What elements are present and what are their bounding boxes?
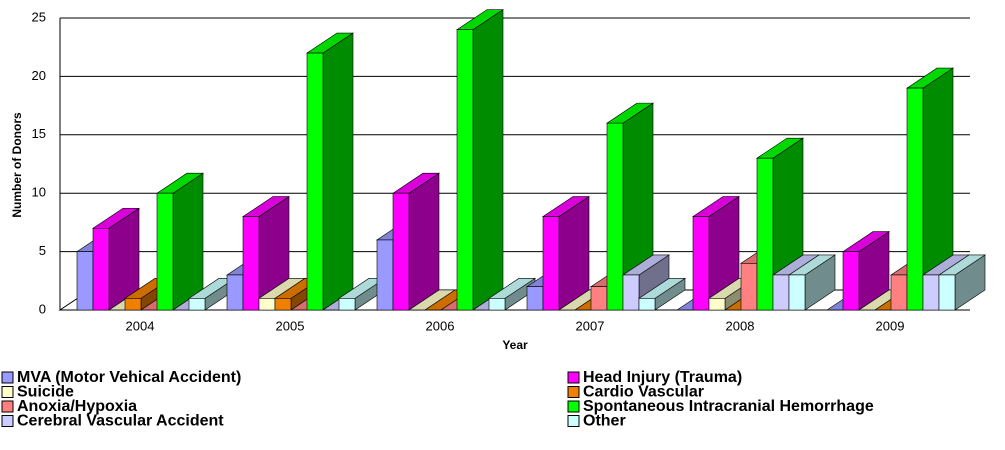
- legend-swatch: [567, 415, 580, 427]
- bar: [92, 207, 140, 311]
- bar: [456, 9, 504, 311]
- bar: [692, 195, 740, 311]
- y-tick-label: 5: [39, 243, 46, 258]
- x-tick-label: 2004: [126, 318, 155, 333]
- y-tick-label: 20: [32, 68, 46, 83]
- bar: [392, 172, 440, 311]
- legend-label: Spontaneous Intracranial Hemorrhage: [583, 398, 874, 415]
- legend-label: MVA (Motor Vehical Accident): [17, 369, 241, 386]
- legend-label: Cerebral Vascular Accident: [17, 413, 224, 430]
- legend-swatch: [567, 400, 580, 413]
- y-tick-label: 10: [32, 185, 46, 200]
- bar: [242, 195, 290, 311]
- bar: [542, 195, 590, 311]
- bar: [906, 67, 954, 311]
- y-tick-label: 0: [39, 301, 46, 316]
- bar: [306, 32, 354, 311]
- bar: [638, 277, 686, 311]
- legend-label: Other: [583, 413, 626, 430]
- y-axis-label: Number of Donors: [10, 112, 24, 218]
- y-tick-label: 15: [32, 126, 46, 141]
- legend-swatch: [1, 415, 14, 427]
- legend-label: Suicide: [17, 384, 74, 401]
- x-tick-label: 2009: [876, 318, 905, 333]
- bar: [156, 172, 204, 311]
- x-tick-label: 2008: [726, 318, 755, 333]
- x-axis-label: Year: [502, 338, 528, 352]
- y-tick-label: 25: [32, 9, 46, 24]
- legend-swatch: [1, 371, 14, 384]
- bar: [938, 254, 986, 311]
- x-tick-label: 2006: [426, 318, 455, 333]
- legend-swatch: [567, 386, 580, 398]
- bar: [788, 254, 836, 311]
- legend-swatch: [1, 386, 14, 398]
- legend-label: Anoxia/Hypoxia: [17, 398, 137, 415]
- x-tick-label: 2007: [576, 318, 605, 333]
- legend-swatch: [567, 371, 580, 384]
- legend-swatch: [1, 400, 14, 413]
- legend-label: Cardio Vascular: [583, 384, 704, 401]
- legend-label: Head Injury (Trauma): [583, 369, 742, 386]
- bar: [606, 102, 654, 311]
- x-tick-label: 2005: [276, 318, 305, 333]
